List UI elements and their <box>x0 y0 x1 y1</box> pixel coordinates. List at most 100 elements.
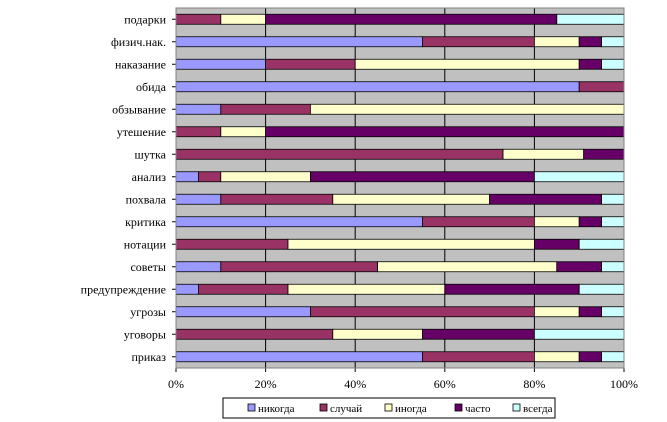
category-labels: подарки физич.нак. наказание обида обзывание… <box>81 12 176 364</box>
bar-segment <box>175 81 580 93</box>
bar-segment <box>287 238 535 250</box>
bar-segment <box>601 306 625 318</box>
bar-segment <box>601 216 625 228</box>
bar-segment <box>578 36 603 48</box>
legend-label: никогда <box>258 403 295 415</box>
bar-segment <box>220 126 267 138</box>
category-label: предупреждение <box>81 282 166 296</box>
bar-segment <box>601 193 625 205</box>
legend-swatch <box>319 403 328 412</box>
bar-segment <box>220 13 267 25</box>
bar-segment <box>197 283 289 295</box>
category-label: наказание <box>115 57 166 71</box>
bar-segment <box>377 261 558 273</box>
bar-segment <box>220 261 379 273</box>
bar-segment <box>175 58 266 70</box>
category-label: нотации <box>124 237 167 251</box>
bar-segment <box>578 283 625 295</box>
bar-segment <box>309 103 625 115</box>
bar-segment <box>601 261 625 273</box>
category-label: обида <box>136 80 167 94</box>
legend-label: иногда <box>395 403 427 415</box>
bar-segment <box>175 351 423 363</box>
bar-segment <box>578 351 603 363</box>
bar-segment <box>175 126 222 138</box>
bar-segment <box>354 58 580 70</box>
bar-segment <box>534 36 580 48</box>
bar-segment <box>265 13 558 25</box>
bar-segment <box>220 103 311 115</box>
bar-segment <box>534 171 625 183</box>
bar-segment <box>175 36 423 48</box>
category-label: шутка <box>135 147 167 161</box>
x-tick-label: 100% <box>610 377 638 391</box>
bar-segment <box>220 193 334 205</box>
bar-segment <box>220 171 311 183</box>
category-label: обзывание <box>112 102 166 116</box>
bar-segment <box>583 148 625 160</box>
bar-segment <box>332 193 490 205</box>
bar-segment <box>578 238 625 250</box>
bar-segment <box>534 238 580 250</box>
bar-segment <box>175 306 311 318</box>
bar-segment <box>332 328 423 340</box>
bar-segment <box>534 351 580 363</box>
category-label: анализ <box>132 170 167 184</box>
bar-segment <box>175 13 222 25</box>
bar-segment <box>444 283 580 295</box>
legend-label: всегда <box>523 403 553 415</box>
legend: никогда случай иногда часто всегда <box>222 397 556 419</box>
bar-segment <box>197 171 222 183</box>
category-label: уговоры <box>124 327 166 341</box>
category-label: похвала <box>126 192 167 206</box>
bar-segment <box>578 216 603 228</box>
x-tick-labels: 0% 20% 40% 60% 80% 100% <box>168 368 638 391</box>
category-label: советы <box>130 260 166 274</box>
category-label: критика <box>125 215 167 229</box>
bar-segment <box>175 216 423 228</box>
bar-segment <box>534 306 580 318</box>
bar-segment <box>421 351 535 363</box>
category-label: приказ <box>131 350 166 364</box>
x-tick-label: 20% <box>255 377 277 391</box>
bar-segment <box>175 193 222 205</box>
bar-segment <box>175 171 199 183</box>
bar-segment <box>421 216 535 228</box>
legend-label: часто <box>465 403 491 415</box>
x-tick-label: 60% <box>434 377 456 391</box>
category-label: физич.нак. <box>111 35 166 49</box>
x-tick-label: 80% <box>523 377 545 391</box>
bar-segment <box>578 58 603 70</box>
bar-segment <box>556 13 625 25</box>
x-tick-label: 0% <box>168 377 184 391</box>
bar-segment <box>534 328 625 340</box>
bar-segment <box>601 351 625 363</box>
bar-segment <box>309 306 535 318</box>
bar-segment <box>534 216 580 228</box>
bar-segment <box>502 148 585 160</box>
category-label: утешение <box>117 125 166 139</box>
plot-border <box>175 7 625 369</box>
bar-segment <box>556 261 602 273</box>
bar-segment <box>309 171 535 183</box>
bar-segment <box>421 36 535 48</box>
category-label: угрозы <box>130 305 166 319</box>
bar-segment <box>265 58 356 70</box>
bar-segment <box>175 283 199 295</box>
bar-segment <box>175 103 222 115</box>
x-tick-label: 40% <box>344 377 366 391</box>
bar-segment <box>578 306 603 318</box>
bar-segment <box>578 81 625 93</box>
bar-segment <box>175 238 289 250</box>
legend-swatch <box>247 403 256 412</box>
bar-segment <box>265 126 625 138</box>
legend-label: случай <box>330 403 362 415</box>
bar-segment <box>421 328 535 340</box>
bar-segment <box>601 36 625 48</box>
legend-swatch <box>454 403 463 412</box>
bar-segment <box>175 328 334 340</box>
bars <box>175 13 625 363</box>
category-label: подарки <box>124 12 166 26</box>
bar-segment <box>601 58 625 70</box>
